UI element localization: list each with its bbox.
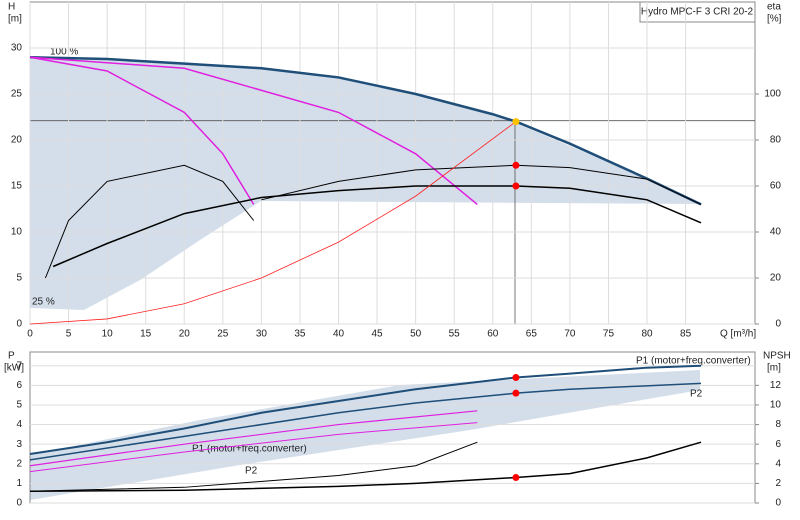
y-tick-label: 15 <box>11 181 23 192</box>
x-tick-label: 80 <box>641 329 653 340</box>
x-label: Q [m³/h] <box>720 329 756 340</box>
title-box <box>639 1 756 23</box>
x-tick-label: 65 <box>526 329 538 340</box>
y-tick-label: 2 <box>16 458 22 469</box>
curve <box>29 441 702 492</box>
curve <box>29 364 702 455</box>
annotation: 25 % <box>32 297 55 308</box>
x-tick-label: 15 <box>140 329 152 340</box>
x-tick-label: 5 <box>66 329 72 340</box>
y2-tick-label: 80 <box>770 135 782 146</box>
annotation: P2 <box>245 466 258 477</box>
y2-tick-label: 4 <box>775 458 781 469</box>
curve <box>29 55 702 206</box>
y-tick-label: 5 <box>16 400 22 411</box>
x-tick-label: 35 <box>294 329 306 340</box>
curve <box>44 164 255 279</box>
y-tick-label: 0 <box>16 498 22 509</box>
curve <box>52 185 702 268</box>
curve <box>29 441 478 492</box>
x-tick-label: 60 <box>487 329 499 340</box>
x-tick-label: 55 <box>449 329 461 340</box>
y-tick-label: 4 <box>16 419 22 430</box>
y-label: P <box>8 351 15 362</box>
x-tick-label: 50 <box>410 329 422 340</box>
y2-tick-label: 8 <box>775 419 781 430</box>
y-tick-label: 3 <box>16 439 22 450</box>
x-tick-label: 70 <box>564 329 576 340</box>
y2-unit: [m] <box>767 363 781 374</box>
y2-tick-label: 100 <box>764 89 781 100</box>
annotation: P1 (motor+freq.converter) <box>192 444 307 455</box>
operating-point <box>512 182 520 190</box>
x-tick-label: 85 <box>680 329 692 340</box>
y-unit: [kW] <box>4 363 24 374</box>
y-tick-label: 20 <box>11 135 23 146</box>
y2-tick-label: 2 <box>775 478 781 489</box>
operating-point <box>512 474 520 482</box>
y-tick-label: 10 <box>11 227 23 238</box>
x-tick-label: 75 <box>603 329 615 340</box>
y2-tick-label: 0 <box>775 319 781 330</box>
y2-tick-label: 12 <box>770 380 782 391</box>
y2-label: NPSH <box>763 351 791 362</box>
y-tick-label: 0 <box>16 319 22 330</box>
y2-tick-label: 0 <box>775 498 781 509</box>
y-tick-label: 5 <box>16 273 22 284</box>
annotation: 100 % <box>50 47 78 58</box>
y2-tick-label: 10 <box>770 400 782 411</box>
x-tick-label: 20 <box>179 329 191 340</box>
curve <box>29 121 517 325</box>
annotation: P2 <box>690 389 703 400</box>
x-tick-label: 30 <box>256 329 268 340</box>
y2-label: eta <box>767 2 781 13</box>
y-unit: [m] <box>8 14 22 25</box>
y-tick-label: 6 <box>16 380 22 391</box>
x-tick-label: 0 <box>27 329 33 340</box>
curve <box>29 382 702 461</box>
operating-point <box>512 373 520 381</box>
x-tick-label: 10 <box>102 329 114 340</box>
y-tick-label: 25 <box>11 89 23 100</box>
y-label: H <box>8 2 15 13</box>
x-tick-label: 45 <box>372 329 384 340</box>
operating-point <box>512 118 520 126</box>
operating-point <box>512 389 520 397</box>
curve <box>29 422 478 473</box>
curve <box>29 56 478 205</box>
y-tick-label: 30 <box>11 43 23 54</box>
chart-title: Hydro MPC-F 3 CRI 20-2 <box>641 7 754 18</box>
y-tick-label: 1 <box>16 478 22 489</box>
y2-tick-label: 20 <box>770 273 782 284</box>
curve <box>29 56 255 205</box>
annotation: P1 (motor+freq.converter) <box>636 356 751 367</box>
x-tick-label: 25 <box>217 329 229 340</box>
operating-point <box>512 161 520 169</box>
curve <box>29 410 478 467</box>
x-tick-label: 40 <box>333 329 345 340</box>
y-tick-label: 7 <box>16 360 22 371</box>
operating-area <box>30 56 700 310</box>
y2-tick-label: 40 <box>770 227 782 238</box>
y2-tick-label: 60 <box>770 181 782 192</box>
operating-area <box>30 370 700 500</box>
y2-tick-label: 6 <box>775 439 781 450</box>
y2-unit: [%] <box>767 14 782 25</box>
